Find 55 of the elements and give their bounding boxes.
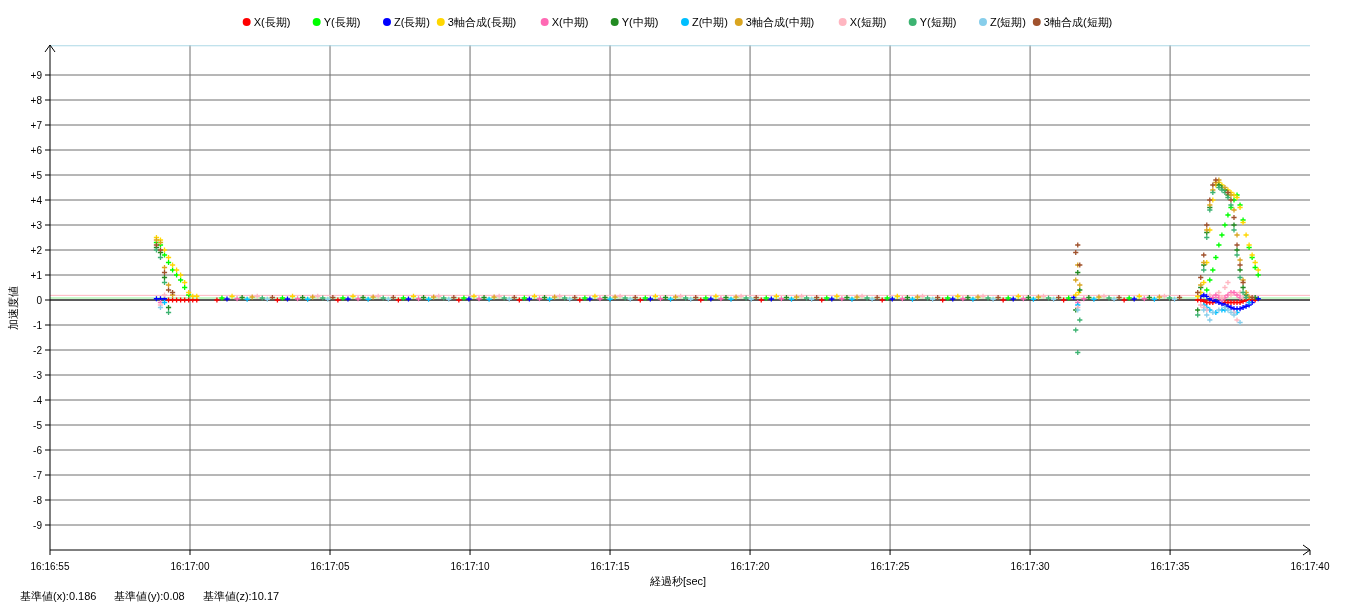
y-tick-label: -4	[33, 394, 43, 406]
x-tick-label: 16:17:00	[170, 561, 210, 572]
legend-item: 3軸合成(中期)	[734, 16, 815, 28]
legend-item: Z(短期)	[979, 16, 1026, 28]
legend-item: X(長期)	[242, 16, 291, 28]
legend-item: Y(中期)	[610, 16, 659, 28]
text: 基準値(x):0.186	[20, 590, 97, 602]
y-tick-label: -6	[33, 444, 43, 456]
x-tick-label: 16:17:35	[1150, 561, 1190, 572]
x-tick-label: 16:17:25	[870, 561, 910, 572]
y-tick-label: +6	[30, 144, 43, 156]
y-tick-label: +3	[30, 219, 43, 231]
x-tick-label: 16:17:15	[590, 561, 630, 572]
x-tick-label: 16:17:30	[1010, 561, 1050, 572]
y-tick-label: -1	[33, 319, 43, 331]
y-tick-label: -8	[33, 494, 43, 506]
x-tick-label: 16:17:10	[450, 561, 490, 572]
y-tick-label: +4	[30, 194, 43, 206]
x-tick-label: 16:16:55	[30, 561, 70, 572]
y-tick-label: +9	[30, 69, 43, 81]
y-tick-label: -9	[33, 519, 43, 531]
y-tick-label: +7	[30, 119, 43, 131]
y-tick-label: +5	[30, 169, 43, 181]
legend-item: 3軸合成(短期)	[1032, 16, 1113, 28]
x-tick-label: 16:17:20	[730, 561, 770, 572]
legend-label: Y(長期)	[323, 16, 361, 28]
x-axis-title: 経過秒[sec]	[648, 575, 707, 587]
legend-item: Z(長期)	[383, 16, 430, 28]
legend-item: X(中期)	[540, 16, 589, 28]
legend-label: X(長期)	[253, 16, 291, 28]
text: 基準値(y):0.08	[114, 590, 185, 602]
text: 基準値(z):10.17	[202, 590, 280, 602]
x-tick-label: 16:17:40	[1290, 561, 1330, 572]
x-tick-label: 16:17:05	[310, 561, 350, 572]
y-tick-label: +8	[30, 94, 43, 106]
legend-item: Y(短期)	[908, 16, 957, 28]
legend-item: X(短期)	[838, 16, 887, 28]
legend-label: Z(中期)	[691, 16, 729, 28]
legend-label: X(短期)	[849, 16, 887, 28]
legend-item: Y(長期)	[312, 16, 361, 28]
y-tick-label: -3	[33, 369, 43, 381]
y-tick-label: -5	[33, 419, 43, 431]
legend-label: Y(短期)	[919, 16, 957, 28]
y-axis-title: 加速度値	[7, 285, 19, 330]
y-tick-label: 0	[36, 294, 43, 306]
y-tick-label: +1	[30, 269, 43, 281]
legend-item: 3軸合成(長期)	[436, 16, 517, 28]
legend-label: Z(短期)	[989, 16, 1027, 28]
y-tick-label: +2	[30, 244, 43, 256]
legend-label: Z(長期)	[393, 16, 431, 28]
legend-item: Z(中期)	[681, 16, 728, 28]
legend-label: X(中期)	[551, 16, 589, 28]
y-tick-label: -2	[33, 344, 43, 356]
legend-label: Y(中期)	[621, 16, 659, 28]
y-tick-label: -7	[33, 469, 43, 481]
